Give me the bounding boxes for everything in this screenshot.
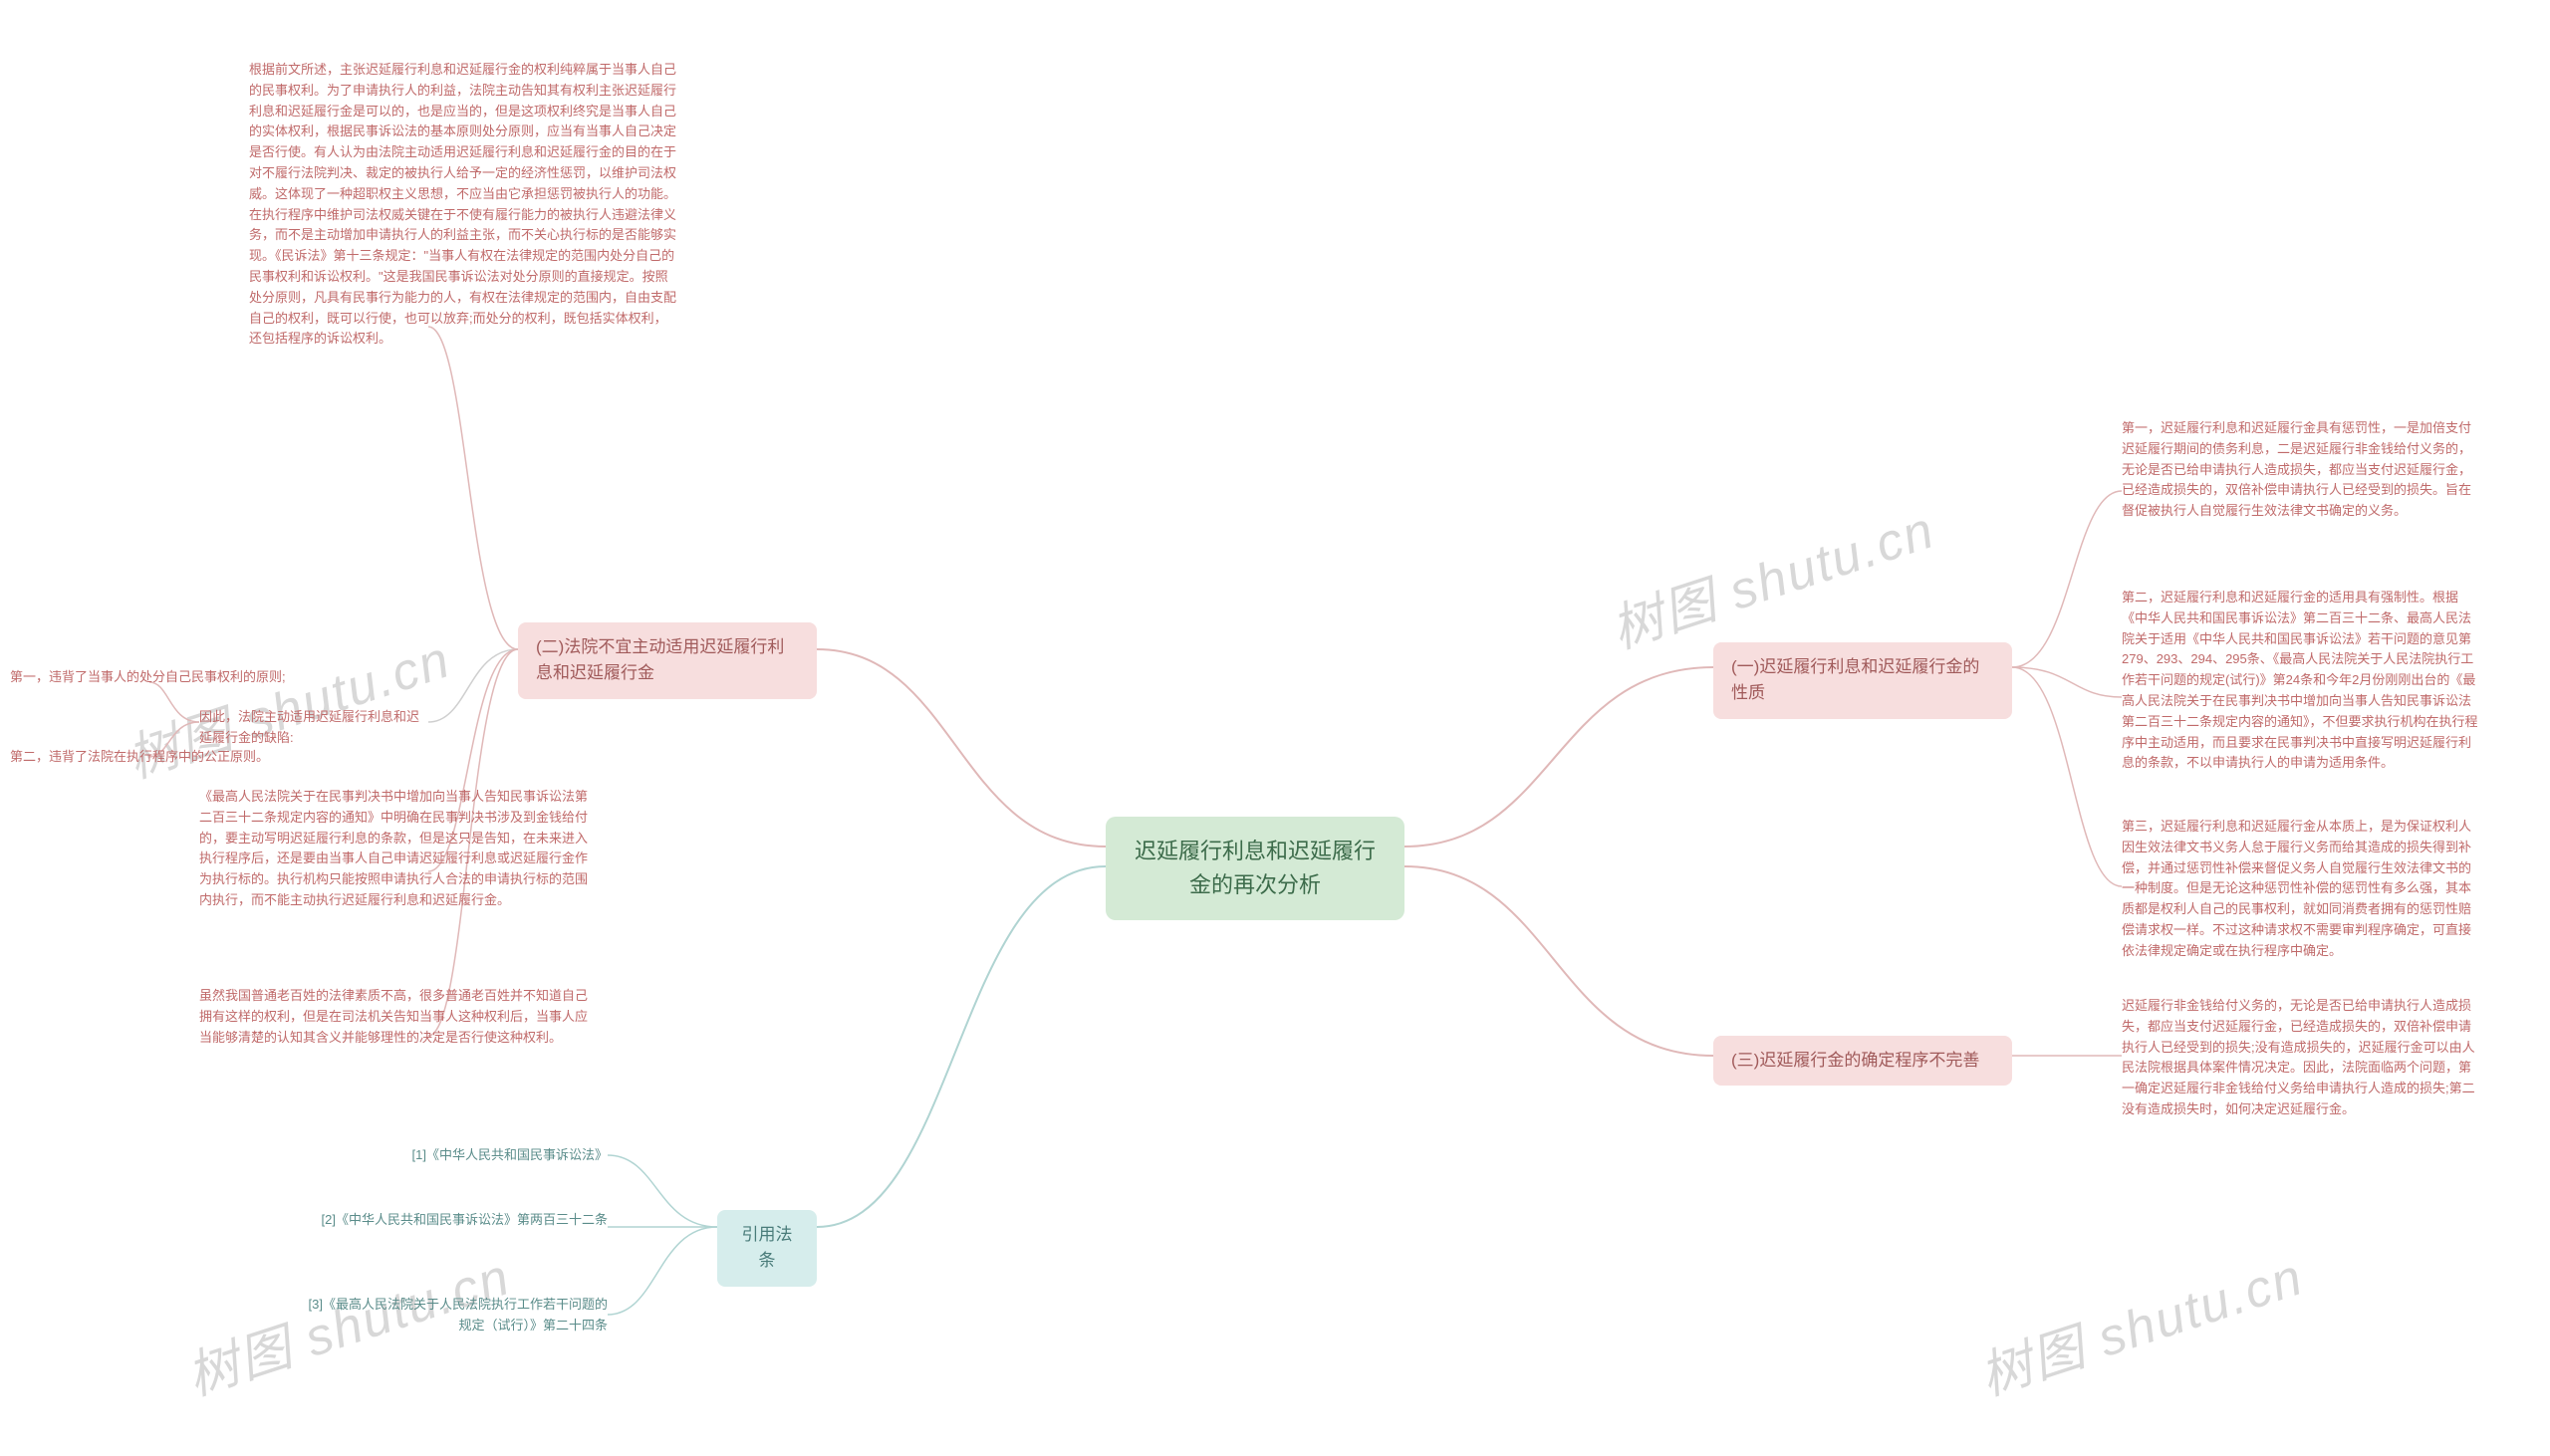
ref-1: [1]《中华人民共和国民事诉讼法》 [299, 1145, 608, 1166]
watermark: 树图 shutu.cn [1969, 1235, 2312, 1409]
leaf-2-3: 《最高人民法院关于在民事判决书中增加向当事人告知民事诉讼法第二百三十二条规定内容… [199, 787, 598, 911]
ref-3: [3]《最高人民法院关于人民法院执行工作若干问题的规定（试行）》第二十四条 [299, 1295, 608, 1336]
leaf-2-2b: 第二，违背了法院在执行程序中的公正原则。 [10, 747, 289, 768]
leaf-2-2a: 第一，违背了当事人的处分自己民事权利的原则; [10, 667, 289, 688]
leaf-2-4: 虽然我国普通老百姓的法律素质不高，很多普通老百姓并不知道自己拥有这样的权利，但是… [199, 986, 598, 1048]
branch-node-2[interactable]: (二)法院不宜主动适用迟延履行利息和迟延履行金 [518, 622, 817, 699]
leaf-1-3: 第三，迟延履行利息和迟延履行金从本质上，是为保证权利人因生效法律文书义务人怠于履… [2122, 817, 2480, 962]
branch-node-4[interactable]: 引用法条 [717, 1210, 817, 1287]
leaf-1-2: 第二，迟延履行利息和迟延履行金的适用具有强制性。根据《中华人民共和国民事诉讼法》… [2122, 588, 2480, 774]
branch-node-3[interactable]: (三)迟延履行金的确定程序不完善 [1713, 1036, 2012, 1086]
leaf-1-1: 第一，迟延履行利息和迟延履行金具有惩罚性，一是加倍支付迟延履行期间的债务利息，二… [2122, 418, 2480, 522]
leaf-2-2: 因此，法院主动适用迟延履行利息和迟延履行金的缺陷: [199, 707, 428, 749]
center-node[interactable]: 迟延履行利息和迟延履行金的再次分析 [1106, 817, 1404, 920]
leaf-3-1: 迟延履行非金钱给付义务的，无论是否已给申请执行人造成损失，都应当支付迟延履行金，… [2122, 996, 2480, 1120]
watermark: 树图 shutu.cn [1601, 488, 1943, 662]
ref-2: [2]《中华人民共和国民事诉讼法》第两百三十二条 [299, 1210, 608, 1231]
branch-node-1[interactable]: (一)迟延履行利息和迟延履行金的性质 [1713, 642, 2012, 719]
leaf-2-1: 根据前文所述，主张迟延履行利息和迟延履行金的权利纯粹属于当事人自己的民事权利。为… [249, 60, 677, 350]
